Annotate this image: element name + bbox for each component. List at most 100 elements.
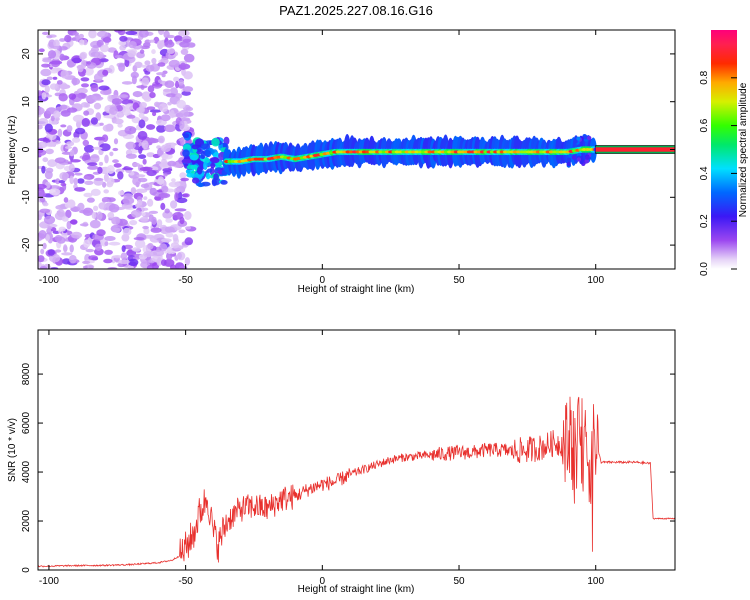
spectrogram-noise-blob: [158, 30, 165, 36]
spectrogram-noise-blob: [75, 127, 86, 135]
spectrogram-noise-blob: [90, 154, 100, 163]
spectrogram-noise-blob: [64, 202, 71, 209]
spectrogram-noise-blob: [124, 58, 130, 68]
spectrogram-noise-blob: [186, 42, 196, 48]
x-tick-label: 100: [587, 576, 604, 587]
spectrogram-line-core: [595, 147, 675, 152]
spectrogram-noise-blob: [79, 52, 86, 60]
spectrogram-noise-blob: [69, 149, 75, 157]
spectrogram-transition-blob: [192, 177, 200, 184]
spectrogram-noise-blob: [90, 84, 99, 92]
spectrogram-noise-blob: [103, 189, 109, 194]
spectrogram-noise-blob: [41, 79, 51, 86]
x-tick-label: 100: [587, 275, 604, 286]
spectrogram-noise-blob: [138, 119, 146, 129]
spectrogram-noise-blob: [101, 134, 109, 142]
spectrogram-noise-blob: [84, 180, 94, 185]
spectrogram-noise-blob: [96, 30, 109, 38]
spectrogram-noise-blob: [145, 64, 155, 72]
spectrogram-noise-blob: [156, 124, 166, 133]
y-tick-label: -10: [21, 190, 32, 205]
spectrogram-noise-blob: [59, 53, 65, 61]
spectrogram-noise-blob: [144, 60, 151, 66]
snr-ylabel: SNR (10 * v/v): [7, 418, 18, 482]
spectrogram-noise-blob: [41, 63, 51, 68]
colorbar-tick-label: 0.6: [699, 118, 710, 132]
spectrogram-noise-blob: [106, 165, 115, 174]
spectrogram-noise-blob: [38, 230, 47, 239]
spectrogram-noise-blob: [80, 102, 89, 108]
spectrogram-transition-blob: [181, 158, 192, 164]
colorbar-gradient: [711, 30, 737, 269]
y-tick-label: 20: [21, 48, 32, 60]
spectrogram-noise-blob: [82, 260, 91, 265]
spectrogram-noise-blob: [139, 102, 147, 108]
y-tick-label: 4000: [21, 460, 32, 483]
spectrogram-noise-blob: [149, 109, 162, 113]
spectrogram-noise-blob: [87, 162, 98, 167]
spectrogram-transition-blob: [210, 157, 220, 164]
spectrogram-noise-blob: [64, 146, 73, 149]
spectrogram-noise-blob: [42, 58, 52, 63]
spectrogram-noise-blob: [92, 44, 99, 48]
spectrogram-noise-blob: [178, 79, 184, 86]
colorbar-tick-label: 0.4: [699, 166, 710, 180]
spectrogram-noise-blob: [168, 59, 181, 68]
spectrogram-noise-blob: [58, 226, 66, 232]
spectrogram-noise-blob: [42, 31, 49, 35]
spectrogram-noise-blob: [55, 178, 61, 185]
spectrogram-noise-blob: [38, 118, 49, 126]
spectrogram-noise-blob: [139, 216, 149, 222]
spectrogram-noise-blob: [173, 187, 181, 194]
spectrogram-noise-blob: [132, 91, 143, 98]
spectrogram-noise-blob: [85, 248, 95, 253]
spectrogram-noise-blob: [127, 50, 136, 58]
spectrogram-noise-blob: [141, 77, 150, 86]
spectrogram-noise-blob: [44, 123, 53, 133]
spectrogram-noise-blob: [156, 257, 163, 267]
spectrogram-noise-blob: [100, 89, 112, 96]
spectrogram-burst: [573, 139, 578, 144]
spectrogram-noise-blob: [154, 101, 160, 108]
spectrogram-noise-blob: [43, 215, 56, 225]
spectrogram-noise-blob: [38, 137, 50, 142]
spectrogram-noise-blob: [58, 93, 68, 102]
snr-xlabel: Height of straight line (km): [298, 584, 415, 595]
snr-line: [38, 396, 675, 568]
y-tick-label: 6000: [21, 412, 32, 435]
spectrogram-noise-blob: [169, 109, 175, 119]
spectrogram-noise-blob: [103, 258, 113, 264]
spectrogram-noise-blob: [77, 202, 85, 211]
spectrogram-transition-blob: [223, 136, 230, 145]
spectrogram-noise-blob: [62, 172, 68, 182]
spectrogram-noise-blob: [62, 244, 68, 253]
spectrogram-noise-blob: [148, 210, 159, 214]
spectrogram-noise-blob: [152, 111, 157, 117]
spectrogram-noise-blob: [47, 159, 57, 168]
spectrogram-noise-blob: [90, 117, 98, 125]
spectrogram-noise-blob: [61, 258, 72, 265]
spectrogram-noise-blob: [174, 192, 179, 202]
spectrogram-noise-blob: [185, 106, 194, 112]
spectrogram-noise-blob: [38, 141, 48, 148]
spectrogram-transition-blob: [211, 179, 217, 187]
spectrogram-noise-blob: [179, 172, 187, 179]
spectrogram-noise-blob: [68, 254, 77, 264]
spectrogram-noise-blob: [90, 188, 101, 196]
spectrogram-noise-blob: [54, 157, 66, 164]
spectrogram-noise-blob: [54, 235, 63, 242]
spectrogram-noise-blob: [40, 248, 45, 255]
spectrogram-burst: [568, 153, 573, 159]
spectrogram-noise-blob: [156, 178, 165, 185]
spectrogram-noise-blob: [74, 172, 83, 176]
spectrogram-noise-blob: [173, 76, 180, 83]
spectrogram-noise-blob: [160, 202, 166, 210]
spectrogram-transition-blob: [190, 164, 198, 170]
spectrogram-noise-blob: [158, 192, 171, 199]
spectrogram-noise-blob: [100, 44, 109, 53]
spectrogram-noise-blob: [167, 101, 172, 106]
spectrogram-noise-blob: [47, 226, 53, 230]
spectrogram-transition-blob: [186, 173, 195, 178]
spectrogram-noise-blob: [151, 216, 157, 225]
spectrogram-noise-blob: [104, 236, 116, 241]
